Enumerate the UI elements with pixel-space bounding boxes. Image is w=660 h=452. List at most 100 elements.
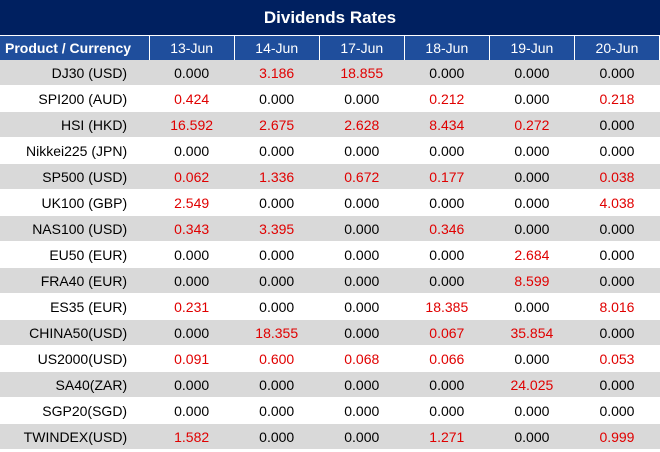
- table-row: SPI200 (AUD) 0.424 0.000 0.000 0.212 0.000 0.2…: [0, 85, 660, 112]
- rate-cell: 0.067: [404, 319, 490, 346]
- rate-cell: 0.066: [404, 345, 490, 372]
- rate-cell: 0.177: [404, 163, 490, 190]
- column-header-date: 18-Jun: [404, 36, 490, 60]
- rate-cell: 0.000: [489, 189, 575, 216]
- rate-cell: 0.424: [149, 85, 235, 112]
- row-label: DJ30 (USD): [0, 60, 150, 86]
- row-label: EU50 (EUR): [0, 241, 150, 268]
- rate-cell: 0.000: [149, 241, 235, 268]
- rate-cell: 0.000: [319, 423, 405, 450]
- rate-cell: 0.000: [404, 397, 490, 424]
- rate-cell: 0.000: [319, 267, 405, 294]
- row-label: SPI200 (AUD): [0, 85, 150, 112]
- rate-cell: 0.000: [574, 111, 660, 138]
- table-row: US2000(USD) 0.091 0.600 0.068 0.066 0.000 0.05…: [0, 345, 660, 372]
- rate-cell: 0.231: [149, 293, 235, 320]
- column-header-date: 19-Jun: [489, 36, 575, 60]
- rate-cell: 0.000: [319, 85, 405, 112]
- column-header-date: 20-Jun: [574, 36, 660, 60]
- rate-cell: 0.000: [319, 293, 405, 320]
- rate-cell: 0.000: [234, 423, 320, 450]
- rate-cell: 0.000: [574, 241, 660, 268]
- rate-cell: 0.000: [574, 371, 660, 398]
- table-row: TWINDEX(USD) 1.582 0.000 0.000 1.271 0.000 0.9…: [0, 423, 660, 450]
- rate-cell: 1.271: [404, 423, 490, 450]
- rate-cell: 0.038: [574, 163, 660, 190]
- rate-cell: 0.000: [319, 241, 405, 268]
- row-label: UK100 (GBP): [0, 189, 150, 216]
- rate-cell: 8.599: [489, 267, 575, 294]
- row-label: Nikkei225 (JPN): [0, 137, 150, 164]
- table-row: CHINA50(USD) 0.000 18.355 0.000 0.067 35.854 0…: [0, 319, 660, 346]
- rate-cell: 0.000: [404, 60, 490, 86]
- rate-cell: 0.218: [574, 85, 660, 112]
- table-row: EU50 (EUR) 0.000 0.000 0.000 0.000 2.684 0.000: [0, 241, 660, 268]
- row-label: SA40(ZAR): [0, 371, 150, 398]
- rate-cell: 35.854: [489, 319, 575, 346]
- rate-cell: 18.355: [234, 319, 320, 346]
- table-row: FRA40 (EUR) 0.000 0.000 0.000 0.000 8.599 0.00…: [0, 267, 660, 294]
- rate-cell: 0.000: [574, 215, 660, 242]
- header-row: Product / Currency 13-Jun 14-Jun 17-Jun …: [0, 36, 660, 60]
- rate-cell: 0.000: [234, 371, 320, 398]
- column-header-date: 14-Jun: [234, 36, 320, 60]
- rate-cell: 0.672: [319, 163, 405, 190]
- table-row: Nikkei225 (JPN) 0.000 0.000 0.000 0.000 0.000…: [0, 137, 660, 164]
- table-row: NAS100 (USD) 0.343 3.395 0.000 0.346 0.000 0.0…: [0, 215, 660, 242]
- table-row: HSI (HKD) 16.592 2.675 2.628 8.434 0.272 0.000: [0, 111, 660, 138]
- rate-cell: 0.000: [574, 267, 660, 294]
- rate-cell: 0.053: [574, 345, 660, 372]
- rate-cell: 0.000: [404, 267, 490, 294]
- rate-cell: 0.000: [234, 293, 320, 320]
- rate-cell: 0.000: [234, 397, 320, 424]
- rate-cell: 0.000: [489, 293, 575, 320]
- rate-cell: 0.343: [149, 215, 235, 242]
- rate-cell: 0.000: [149, 319, 235, 346]
- rate-cell: 0.000: [574, 137, 660, 164]
- rate-cell: 18.385: [404, 293, 490, 320]
- rate-cell: 0.000: [404, 189, 490, 216]
- rate-cell: 2.628: [319, 111, 405, 138]
- rate-cell: 0.000: [489, 137, 575, 164]
- rate-cell: 0.272: [489, 111, 575, 138]
- table-row: ES35 (EUR) 0.231 0.000 0.000 18.385 0.000 8.01…: [0, 293, 660, 320]
- rate-cell: 3.395: [234, 215, 320, 242]
- rate-cell: 2.675: [234, 111, 320, 138]
- rate-cell: 0.000: [319, 189, 405, 216]
- rate-cell: 0.000: [149, 137, 235, 164]
- row-label: SGP20(SGD): [0, 397, 150, 424]
- table-row: SGP20(SGD) 0.000 0.000 0.000 0.000 0.000 0.000: [0, 397, 660, 424]
- rate-cell: 0.062: [149, 163, 235, 190]
- rate-cell: 0.000: [574, 319, 660, 346]
- row-label: US2000(USD): [0, 345, 150, 372]
- dividends-table: Product / Currency 13-Jun 14-Jun 17-Jun …: [0, 36, 660, 450]
- rate-cell: 0.212: [404, 85, 490, 112]
- rate-cell: 1.336: [234, 163, 320, 190]
- row-label: ES35 (EUR): [0, 293, 150, 320]
- rate-cell: 0.000: [404, 241, 490, 268]
- rate-cell: 2.549: [149, 189, 235, 216]
- rate-cell: 0.999: [574, 423, 660, 450]
- rate-cell: 0.600: [234, 345, 320, 372]
- rate-cell: 0.000: [489, 60, 575, 86]
- rate-cell: 0.091: [149, 345, 235, 372]
- row-label: FRA40 (EUR): [0, 267, 150, 294]
- rate-cell: 0.000: [149, 267, 235, 294]
- column-header-product: Product / Currency: [0, 36, 150, 60]
- rate-cell: 0.068: [319, 345, 405, 372]
- rate-cell: 0.000: [489, 85, 575, 112]
- rate-cell: 0.000: [404, 137, 490, 164]
- table-row: SP500 (USD) 0.062 1.336 0.672 0.177 0.000 0.03…: [0, 163, 660, 190]
- column-header-date: 13-Jun: [149, 36, 235, 60]
- rate-cell: 0.000: [489, 423, 575, 450]
- table-row: SA40(ZAR) 0.000 0.000 0.000 0.000 24.025 0.000: [0, 371, 660, 398]
- row-label: SP500 (USD): [0, 163, 150, 190]
- rate-cell: 0.000: [234, 137, 320, 164]
- row-label: CHINA50(USD): [0, 319, 150, 346]
- rate-cell: 0.000: [319, 319, 405, 346]
- rate-cell: 0.000: [404, 371, 490, 398]
- rate-cell: 0.000: [574, 397, 660, 424]
- rate-cell: 0.000: [319, 137, 405, 164]
- rate-cell: 3.186: [234, 60, 320, 86]
- rate-cell: 0.000: [234, 241, 320, 268]
